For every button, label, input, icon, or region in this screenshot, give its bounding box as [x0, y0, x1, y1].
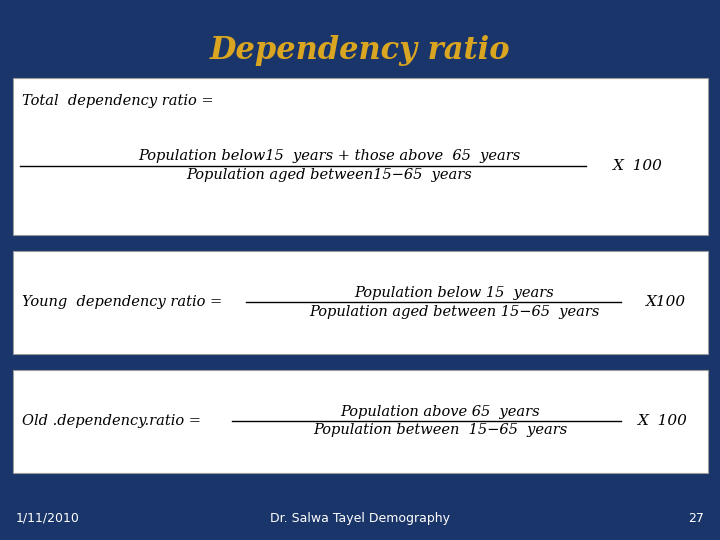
Text: 1/11/2010: 1/11/2010 [16, 512, 80, 525]
Text: X100: X100 [646, 295, 686, 309]
Text: Dr. Salwa Tayel Demography: Dr. Salwa Tayel Demography [270, 512, 450, 525]
FancyBboxPatch shape [13, 370, 708, 472]
Text: Total  dependency ratio =: Total dependency ratio = [22, 94, 213, 108]
Text: Population aged between15−65  years: Population aged between15−65 years [186, 167, 472, 181]
FancyBboxPatch shape [13, 251, 708, 354]
Text: X  100: X 100 [638, 414, 688, 428]
Text: Young  dependency ratio =: Young dependency ratio = [22, 295, 222, 309]
Text: 27: 27 [688, 512, 704, 525]
Text: Dependency ratio: Dependency ratio [210, 35, 510, 66]
Text: Population below 15  years: Population below 15 years [354, 286, 554, 300]
Text: Population above 65  years: Population above 65 years [341, 405, 540, 419]
Text: Population between  15−65  years: Population between 15−65 years [313, 423, 567, 437]
Text: Population aged between 15−65  years: Population aged between 15−65 years [309, 305, 599, 319]
Text: X  100: X 100 [613, 159, 663, 173]
Text: Population below15  years + those above  65  years: Population below15 years + those above 6… [138, 149, 521, 163]
FancyBboxPatch shape [13, 78, 708, 235]
Text: Old .dependency.ratio =: Old .dependency.ratio = [22, 414, 201, 428]
